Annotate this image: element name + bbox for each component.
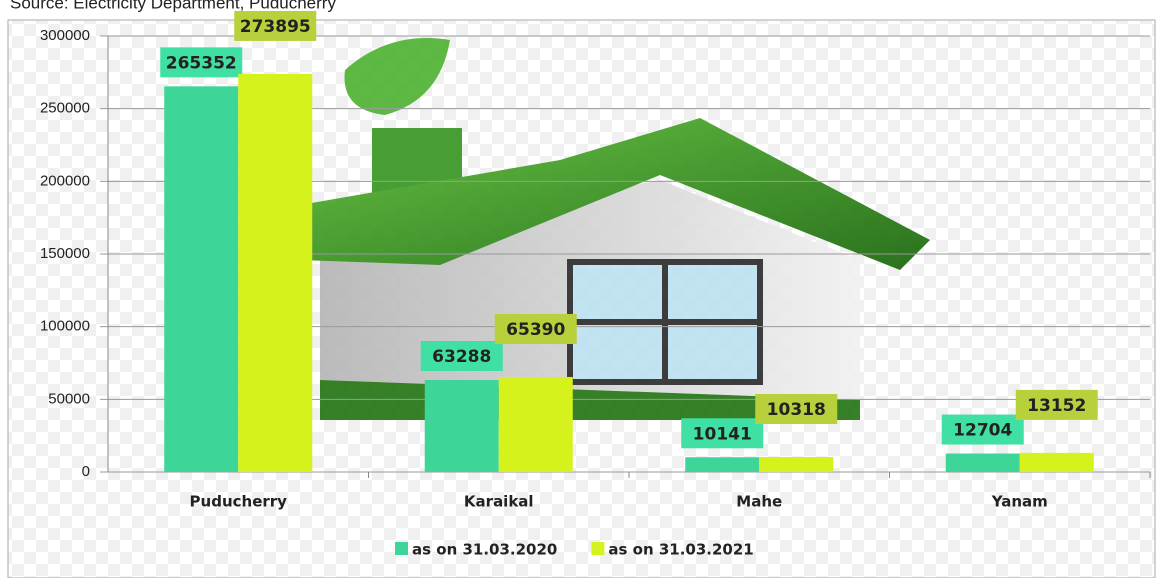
bar — [499, 377, 573, 472]
bar — [685, 457, 759, 472]
data-label: 65390 — [506, 320, 565, 340]
legend-label: as on 31.03.2020 — [412, 541, 557, 559]
y-tick-label: 50000 — [48, 390, 90, 407]
data-label: 265352 — [166, 53, 237, 73]
y-tick-label: 300000 — [40, 27, 90, 44]
data-label: 13152 — [1027, 396, 1086, 416]
data-label: 10318 — [767, 400, 826, 420]
y-tick-label: 0 — [82, 463, 90, 480]
legend-swatch — [395, 542, 408, 555]
x-tick-label: Mahe — [736, 493, 782, 511]
data-label: 63288 — [432, 347, 491, 367]
x-tick-label: Puducherry — [190, 493, 288, 511]
x-tick-label: Yanam — [991, 493, 1048, 511]
y-tick-label: 250000 — [40, 100, 90, 117]
data-label: 273895 — [240, 17, 311, 37]
bar — [425, 380, 499, 472]
bar — [164, 86, 238, 472]
x-tick-label: Karaikal — [464, 493, 534, 511]
data-label: 12704 — [953, 421, 1012, 441]
data-label: 10141 — [693, 424, 752, 444]
legend-label: as on 31.03.2021 — [608, 541, 753, 559]
y-tick-label: 200000 — [40, 172, 90, 189]
y-tick-label: 100000 — [40, 318, 90, 335]
y-tick-label: 150000 — [40, 245, 90, 262]
bar — [759, 457, 833, 472]
chart: Source: Electricity Department, Puducher… — [0, 0, 1163, 578]
legend-swatch — [591, 542, 604, 555]
bar — [946, 454, 1020, 472]
bar — [238, 74, 312, 472]
bar — [1020, 453, 1094, 472]
source-note: Source: Electricity Department, Puducher… — [10, 0, 336, 12]
